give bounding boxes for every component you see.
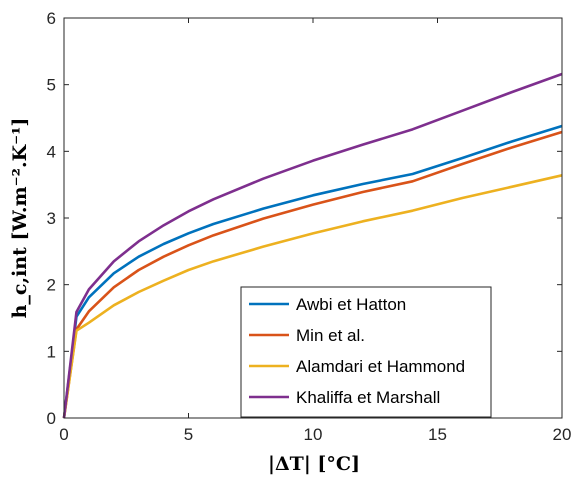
y-tick-label: 0 [47,409,56,428]
legend-item-label: Khaliffa et Marshall [296,388,440,407]
x-tick-label: 15 [428,425,447,444]
legend-item-label: Alamdari et Hammond [296,357,465,376]
series-line-3 [62,174,563,419]
y-tick-label: 2 [47,276,56,295]
legend-box [240,286,492,418]
y-tick-label: 6 [47,9,56,28]
x-tick-label: 5 [184,425,193,444]
y-tick-label: 5 [47,76,56,95]
y-tick-label: 1 [47,342,56,361]
legend: Awbi et Hatton Min et al. Alamdari et Hamm… [240,286,492,418]
series-line-2 [62,130,563,419]
series-line-4 [62,72,563,419]
x-tick-label: 10 [304,425,323,444]
x-tick-label: 20 [553,425,572,444]
series-line-1 [62,124,563,419]
x-tick-label: 0 [59,425,68,444]
series-layer [62,72,563,419]
y-tick-label: 4 [47,142,56,161]
y-axis-label: h_c,int [W.m⁻².K⁻¹] [9,118,31,319]
y-tick-label: 3 [47,209,56,228]
x-axis-label: |ΔT| [°C] [268,453,360,475]
legend-item-label: Awbi et Hatton [296,295,406,314]
legend-item-label: Min et al. [296,326,365,345]
axes: 0 5 10 15 20 0 1 2 3 4 5 6 [47,9,572,444]
